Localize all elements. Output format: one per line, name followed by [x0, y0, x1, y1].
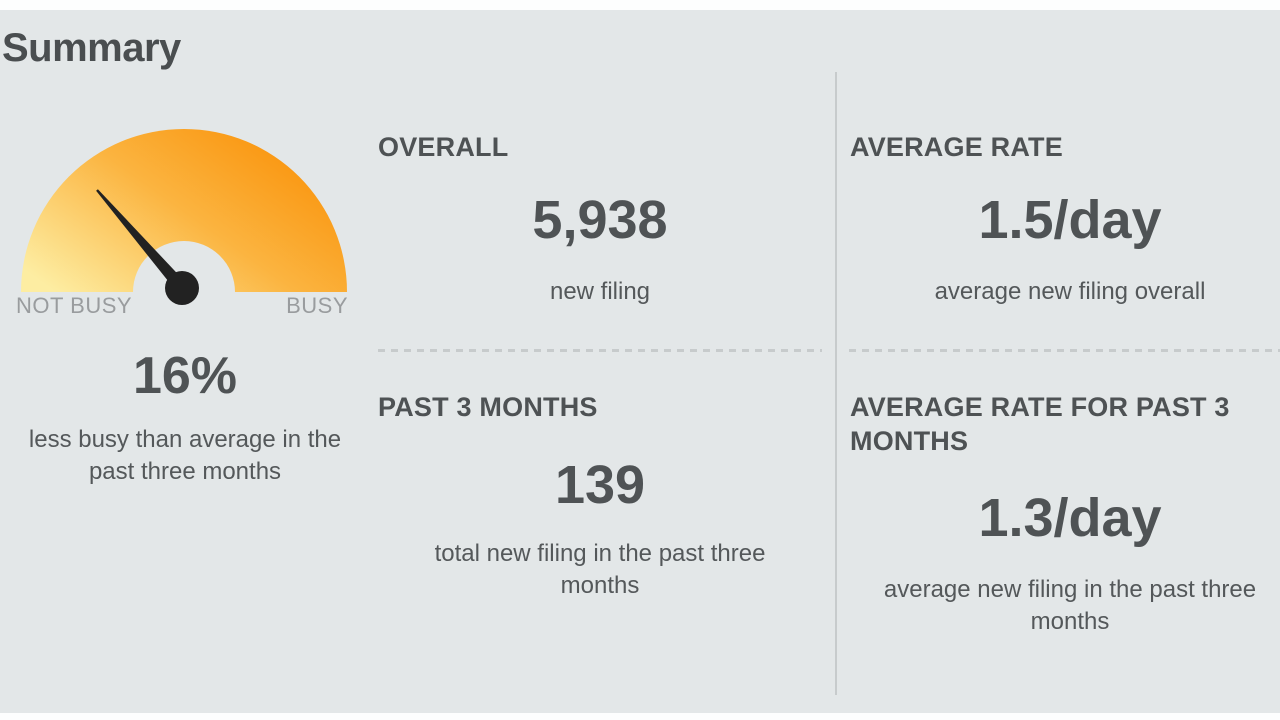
- gauge-section: NOT BUSY BUSY 16% less busy than average…: [0, 10, 370, 713]
- page-title: Summary: [2, 26, 181, 70]
- vertical-divider: [835, 72, 837, 695]
- stat-overall-heading: OVERALL: [378, 132, 509, 162]
- stat-average-rate-heading: AVERAGE RATE: [850, 132, 1063, 162]
- dashed-divider: [378, 349, 822, 352]
- counts-section: OVERALL 5,938 new filing PAST 3 MONTHS 1…: [378, 10, 822, 713]
- gauge-max-label: BUSY: [286, 293, 348, 318]
- stat-past3-heading: PAST 3 MONTHS: [378, 392, 598, 422]
- gauge-min-label: NOT BUSY: [16, 293, 133, 318]
- busy-percent-value: 16%: [132, 347, 238, 405]
- stat-past3-label: total new filing in the past three month…: [434, 540, 766, 600]
- stat-average-rate-value: 1.5/day: [978, 190, 1162, 250]
- gauge-arc: [21, 129, 347, 292]
- stat-average-rate-label: average new filing overall: [934, 278, 1206, 305]
- gauge-needle: [96, 189, 187, 293]
- stat-average-rate-past3-heading: AVERAGE RATE FOR PAST 3 MONTHS: [850, 392, 1230, 456]
- stat-overall-value: 5,938: [532, 190, 668, 250]
- stat-past3-value: 139: [554, 455, 646, 515]
- gauge-scale-labels: NOT BUSY BUSY: [16, 293, 348, 319]
- gauge-needle-hub: [165, 271, 199, 305]
- busy-percent-description: less busy than average in the past three…: [28, 426, 342, 486]
- stat-average-rate-past3-value: 1.3/day: [978, 488, 1162, 548]
- rates-section: AVERAGE RATE 1.5/day average new filing …: [849, 10, 1280, 713]
- stat-overall-label: new filing: [549, 278, 651, 305]
- busy-gauge: [21, 129, 347, 316]
- dashed-divider: [849, 349, 1280, 352]
- summary-panel: Summary NOT BUSY BUSY 16% less busy than…: [0, 10, 1280, 713]
- stat-average-rate-past3-label: average new filing in the past three mon…: [883, 576, 1257, 636]
